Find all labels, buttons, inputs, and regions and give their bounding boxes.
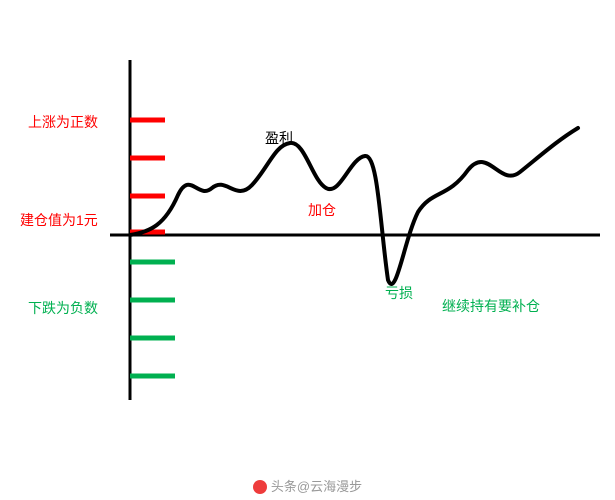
label-build-1yuan: 建仓值为1元 xyxy=(20,210,98,230)
label-loss: 亏损 xyxy=(385,283,413,303)
watermark-prefix: 头条@ xyxy=(271,479,310,494)
price-curve xyxy=(130,128,578,284)
label-up-positive: 上涨为正数 xyxy=(28,112,98,132)
stock-diagram xyxy=(0,0,615,500)
watermark: 头条@云海漫步 xyxy=(0,476,615,495)
watermark-icon xyxy=(253,480,267,494)
label-add-position: 加仓 xyxy=(308,200,336,220)
label-profit: 盈利 xyxy=(265,128,293,148)
label-down-negative: 下跌为负数 xyxy=(28,298,98,318)
watermark-name: 云海漫步 xyxy=(310,479,362,494)
positive-ticks xyxy=(130,120,165,232)
label-hold-add: 继续持有要补仓 xyxy=(442,296,540,316)
negative-ticks xyxy=(130,262,175,376)
